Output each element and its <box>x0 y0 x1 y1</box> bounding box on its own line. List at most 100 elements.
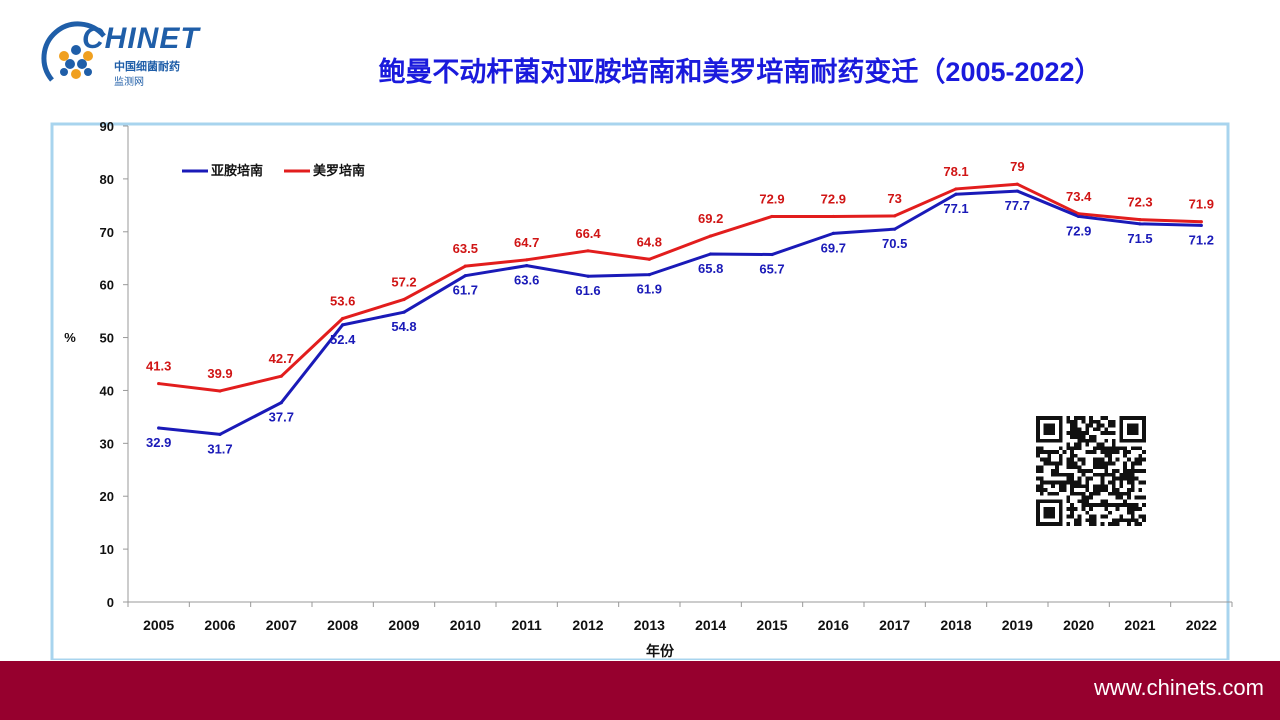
data-label: 73 <box>887 191 901 206</box>
logo-subtitle-2: 监测网 <box>114 77 144 88</box>
data-point <box>893 214 897 218</box>
chart-axes: 0 10 20 30 40 50 60 70 80 90 2005 2006 2007 2008 2009 2… <box>64 119 1233 659</box>
x-tick-label: 2016 <box>818 617 849 633</box>
data-label: 41.3 <box>146 359 171 374</box>
y-tick-label: 80 <box>100 172 114 187</box>
data-point <box>831 231 835 235</box>
data-point <box>525 264 529 268</box>
data-point <box>1199 223 1203 228</box>
data-point <box>463 274 467 278</box>
data-label: 69.7 <box>821 240 846 255</box>
data-point <box>954 187 958 191</box>
data-point <box>647 273 651 277</box>
data-point <box>157 426 161 430</box>
data-label: 71.5 <box>1127 231 1152 246</box>
data-label: 71.2 <box>1189 232 1214 247</box>
x-tick-label: 2021 <box>1124 617 1155 633</box>
data-point <box>1199 220 1203 224</box>
data-point <box>647 257 651 261</box>
legend-label: 美罗培南 <box>313 163 365 178</box>
data-point <box>831 214 835 219</box>
x-tick-label: 2005 <box>143 617 174 633</box>
y-tick-label: 40 <box>100 383 114 398</box>
data-point <box>1015 182 1019 186</box>
data-point <box>893 227 897 231</box>
chart-data-labels: 32.9 31.7 37.7 52.4 54.8 61.7 63.6 61.6 61.9 65.8… <box>146 159 1214 456</box>
data-label: 63.5 <box>453 241 478 256</box>
data-point <box>1138 222 1142 226</box>
x-tick-label: 2022 <box>1186 617 1217 633</box>
data-label: 42.7 <box>269 351 294 366</box>
data-point <box>709 252 713 256</box>
chinet-logo: CHINET 中国细菌耐药 监测网 <box>38 18 228 90</box>
data-label: 72.3 <box>1127 195 1152 210</box>
logo-globe-icon <box>41 21 106 82</box>
data-label: 31.7 <box>207 441 232 456</box>
x-tick-label: 2008 <box>327 617 358 633</box>
chart-title: 鲍曼不动杆菌对亚胺培南和美罗培南耐药变迁（2005-2022） <box>378 57 1102 87</box>
data-label: 79 <box>1010 159 1024 174</box>
x-tick-label: 2011 <box>511 617 542 633</box>
legend-label: 亚胺培南 <box>211 163 263 178</box>
data-label: 53.6 <box>330 294 355 309</box>
data-point <box>1077 212 1081 216</box>
data-point <box>525 258 529 262</box>
x-tick-label: 2014 <box>695 617 726 633</box>
x-tick-label: 2019 <box>1002 617 1033 633</box>
data-point <box>1138 218 1142 222</box>
data-point <box>402 297 406 302</box>
data-label: 54.8 <box>391 319 416 334</box>
data-label: 61.6 <box>575 283 600 298</box>
chart-legend: 亚胺培南 美罗培南 <box>182 163 365 178</box>
data-label: 73.4 <box>1066 189 1092 204</box>
data-label: 61.9 <box>637 282 662 297</box>
data-label: 69.2 <box>698 211 723 226</box>
x-tick-label: 2020 <box>1063 617 1094 633</box>
data-label: 65.8 <box>698 261 723 276</box>
data-point <box>1077 214 1081 219</box>
y-tick-label: 60 <box>100 278 114 293</box>
data-label: 63.6 <box>514 273 539 288</box>
data-label: 64.7 <box>514 235 539 250</box>
data-point <box>341 323 345 327</box>
data-point <box>586 274 590 278</box>
y-tick-label: 70 <box>100 225 114 240</box>
logo-text: CHINET <box>82 22 200 55</box>
data-point <box>770 214 774 219</box>
x-tick-label: 2009 <box>388 617 419 633</box>
y-tick-label: 90 <box>100 119 114 134</box>
y-axis-label: % <box>64 330 76 345</box>
data-point <box>463 264 467 268</box>
y-tick-label: 50 <box>100 331 114 346</box>
data-label: 77.7 <box>1005 198 1030 213</box>
y-tick-label: 0 <box>107 595 114 610</box>
data-point <box>954 192 958 196</box>
footer-url: www.chinets.com <box>1094 675 1264 700</box>
data-label: 32.9 <box>146 435 171 450</box>
data-label: 52.4 <box>330 332 356 347</box>
series-line-1 <box>158 189 1202 436</box>
data-label: 77.1 <box>943 201 968 216</box>
data-point <box>218 389 222 393</box>
data-point <box>218 432 222 436</box>
data-point <box>709 234 713 238</box>
footer-bar: www.chinets.com <box>0 661 1280 720</box>
x-tick-label: 2010 <box>450 617 481 633</box>
data-point <box>279 401 283 405</box>
data-label: 37.7 <box>269 410 294 425</box>
y-tick-label: 20 <box>100 489 114 504</box>
x-tick-label: 2018 <box>940 617 971 633</box>
data-point <box>402 310 406 314</box>
line-chart: 0 10 20 30 40 50 60 70 80 90 2005 2006 2007 2008 2009 2… <box>50 119 1233 660</box>
data-label: 64.8 <box>637 234 662 249</box>
data-label: 39.9 <box>207 366 232 381</box>
data-point <box>157 381 161 386</box>
x-tick-label: 2015 <box>756 617 787 633</box>
y-tick-label: 10 <box>100 542 114 557</box>
data-label: 66.4 <box>575 226 601 241</box>
data-label: 57.2 <box>391 274 416 289</box>
data-label: 72.9 <box>1066 223 1091 238</box>
data-label: 61.7 <box>453 283 478 298</box>
data-point <box>586 249 590 253</box>
qr-code-icon <box>1036 416 1146 526</box>
